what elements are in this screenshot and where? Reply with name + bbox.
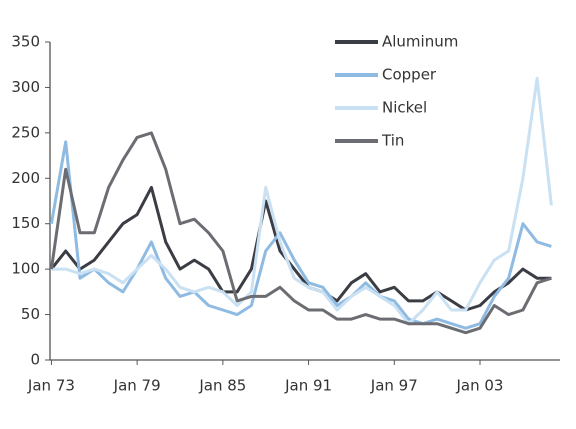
legend-label: Copper <box>382 66 437 84</box>
y-tick-label: 150 <box>11 214 40 232</box>
x-tick-label: Jan 85 <box>198 377 246 395</box>
y-tick-label: 200 <box>11 169 40 187</box>
legend-label: Aluminum <box>382 33 458 51</box>
y-tick-label: 100 <box>11 260 40 278</box>
y-tick-label: 50 <box>21 305 40 323</box>
y-tick-label: 300 <box>11 78 40 96</box>
x-tick-label: Jan 03 <box>456 377 504 395</box>
series-line <box>50 185 552 312</box>
legend-label: Tin <box>381 132 404 150</box>
legend-label: Nickel <box>382 99 427 117</box>
x-tick-label: Jan 79 <box>113 377 161 395</box>
x-tick-label: Jan 73 <box>27 377 75 395</box>
y-tick-label: 0 <box>30 351 40 369</box>
y-tick-label: 350 <box>11 33 40 51</box>
series-line <box>49 131 552 335</box>
x-tick-label: Jan 91 <box>284 377 332 395</box>
y-tick-label: 250 <box>11 123 40 141</box>
series-line <box>49 140 552 330</box>
series-line <box>51 76 553 326</box>
x-tick-label: Jan 97 <box>370 377 418 395</box>
